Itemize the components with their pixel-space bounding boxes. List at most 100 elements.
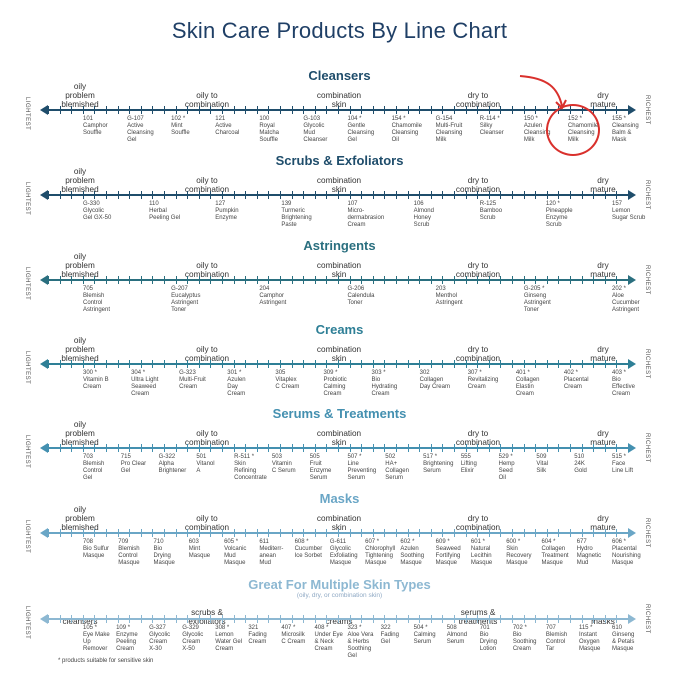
axis-tick <box>361 276 363 284</box>
axis-tick <box>129 276 131 284</box>
category-label: dry to combination <box>455 429 501 447</box>
axis-tick <box>117 615 119 623</box>
axis-tick <box>245 276 247 284</box>
product-item: 701 Bio Drying Lotion <box>479 625 498 652</box>
axis-tick <box>106 529 107 537</box>
axis-tick <box>593 191 595 199</box>
category-label: oily to combination <box>184 176 230 194</box>
section-title: Scrubs & Exfoliators <box>275 153 404 168</box>
product-item: 150 * Azulen Cleansing Milk <box>523 116 551 143</box>
axis-tick <box>628 615 629 623</box>
axis-tick <box>117 191 119 199</box>
axis-tick <box>198 106 200 114</box>
product-item: 115 * Instant Oxygen Masque <box>578 625 601 652</box>
axis-tick <box>628 276 629 284</box>
axis-tick <box>175 360 177 368</box>
axis-tick <box>523 529 525 537</box>
category-label: creams <box>325 617 353 626</box>
product-item: 120 * Pineapple Enzyme Scrub <box>545 201 573 228</box>
axis-tick <box>523 615 525 623</box>
axis-tick <box>442 444 444 452</box>
product-item: 529 * Hemp Seed Oil <box>498 454 515 481</box>
product-item: 407 * Microsilk C Cream <box>281 625 306 645</box>
axis-tick <box>245 444 247 452</box>
product-item: 121 Active Charcoal <box>215 116 240 136</box>
axis-tick <box>175 276 177 284</box>
axis-tick <box>535 360 537 368</box>
axis-tick <box>59 360 61 368</box>
product-item: 508 Almond Serum <box>446 625 468 645</box>
axis-tick <box>500 276 502 284</box>
product-item: 302 Collagen Day Cream <box>419 370 450 390</box>
category-label: oily to combination <box>184 345 230 363</box>
axis-tick <box>465 444 467 452</box>
product-item: 708 Bio Sulfur Masque <box>83 539 110 559</box>
axis-tick <box>59 191 61 199</box>
axis-tick <box>152 444 154 452</box>
category-label: oily problem blemished <box>61 167 99 194</box>
axis-tick <box>430 360 432 368</box>
section-subtitle: (oily, dry, or combination skin) <box>296 592 383 599</box>
axis-tick <box>187 276 189 284</box>
product-item: G-206 Calendula Toner <box>347 286 375 306</box>
axis-tick <box>268 444 270 452</box>
axis-tick <box>628 529 629 537</box>
axis-tick <box>384 191 386 199</box>
axis-tick <box>628 191 629 199</box>
axis-tick <box>604 191 606 199</box>
axis-tick <box>129 615 131 623</box>
product-item: G-207 Eucalyptus Astringent Toner <box>171 286 201 313</box>
axis-tick <box>129 529 131 537</box>
axis-tick <box>303 615 305 623</box>
axis-tick <box>535 106 537 114</box>
highlight-arrow-icon <box>519 75 567 110</box>
axis-tick <box>454 191 455 199</box>
section-title: Serums & Treatments <box>272 406 407 421</box>
axis-tick <box>280 276 281 284</box>
axis-tick <box>210 276 212 284</box>
product-item: 300 * Vitamin B Cream <box>83 370 109 390</box>
axis-arrow-right-icon <box>628 275 636 285</box>
product-item: 303 * Bio Hydrating Cream <box>371 370 398 397</box>
axis-tick <box>164 615 165 623</box>
axis-tick <box>140 276 142 284</box>
axis-tick <box>71 276 73 284</box>
category-label: oily problem blemished <box>61 82 99 109</box>
axis-tick <box>361 615 363 623</box>
axis-tick <box>419 615 421 623</box>
axis-tick <box>384 615 386 623</box>
product-item: G-330 Glycolic Gel GX-50 <box>83 201 112 221</box>
axis-tick <box>396 444 397 452</box>
axis-tick <box>512 529 513 537</box>
axis-tick <box>535 615 537 623</box>
axis-tick <box>222 444 223 452</box>
axis-tick <box>268 106 270 114</box>
axis-tick <box>349 529 351 537</box>
axis-tick <box>303 106 305 114</box>
axis-tick <box>291 615 293 623</box>
axis-tick <box>488 360 490 368</box>
axis-tick <box>604 360 606 368</box>
axis-tick <box>175 106 177 114</box>
product-item: 322 Fading Gel <box>380 625 399 645</box>
axis-tick <box>523 191 525 199</box>
axis-tick <box>500 106 502 114</box>
axis-tick <box>314 276 316 284</box>
axis-tick <box>175 615 177 623</box>
axis-tick <box>349 276 351 284</box>
axis-tick <box>477 106 479 114</box>
axis-tick <box>430 529 432 537</box>
axis-tick <box>280 444 281 452</box>
product-item: 110 Herbal Peeling Gel <box>149 201 181 221</box>
category-label: cleansers <box>62 617 98 626</box>
axis-tick <box>94 191 96 199</box>
axis-tick <box>477 276 479 284</box>
axis-tick <box>256 615 258 623</box>
axis-tick <box>222 276 223 284</box>
axis-line <box>40 614 636 624</box>
axis-tick <box>384 106 386 114</box>
section-title: Masks <box>319 491 360 506</box>
axis-tick <box>570 191 571 199</box>
axis-tick <box>303 191 305 199</box>
product-item: 555 Lifting Elixir <box>460 454 477 474</box>
